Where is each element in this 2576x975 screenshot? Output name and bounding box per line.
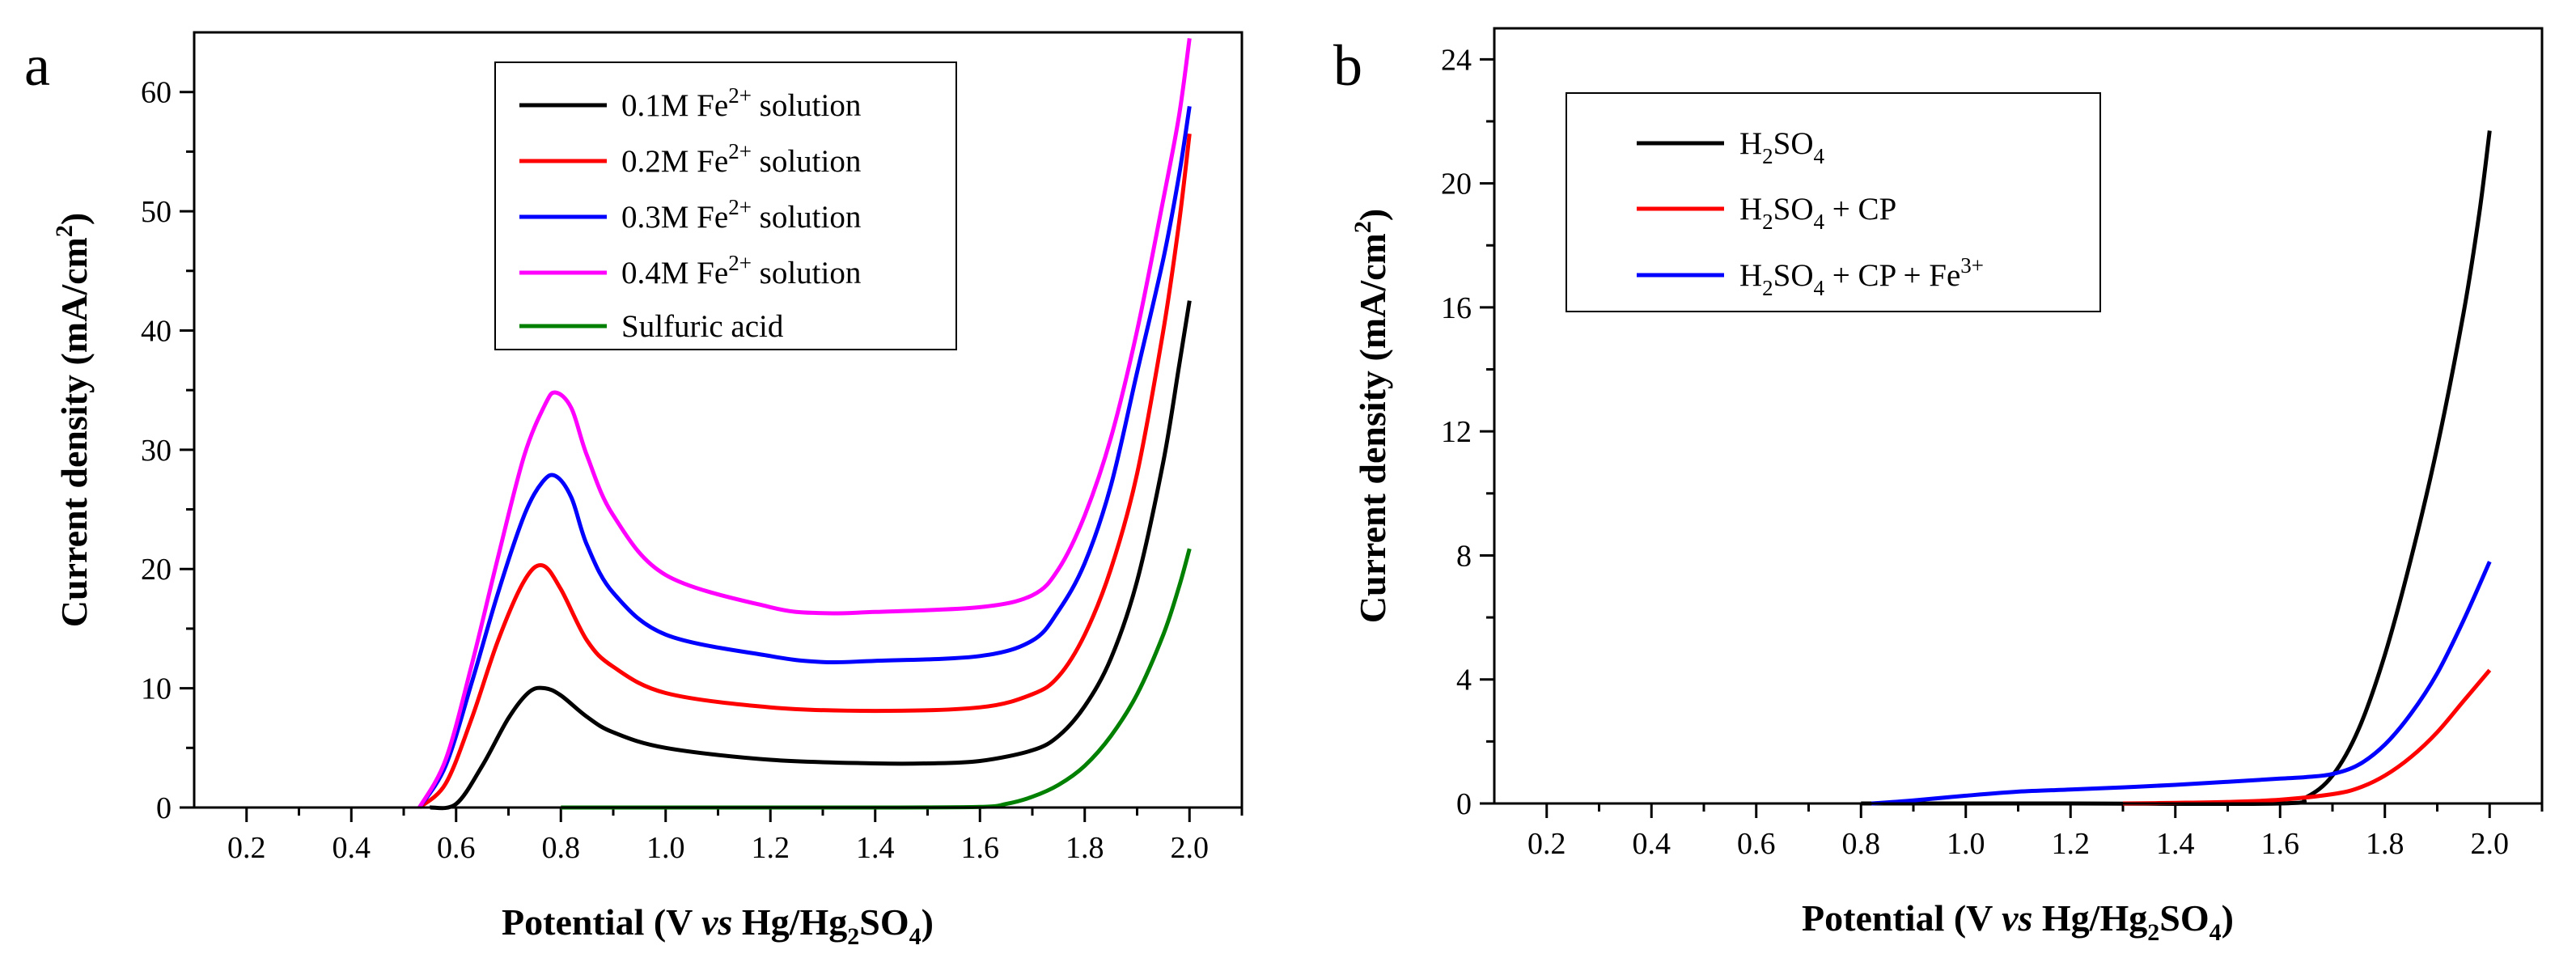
- chart-panel-b: b 0.2 0.4 0.6 0.8 1.0 1.2 1.4 1.6 1.8 2.0 0 4 8 12 16…: [1333, 27, 2544, 946]
- chart-panel-a: a 0.2 0.4 0.6 0.8 1.0 1.2 1.4 1.6 1.8 2.0 0 10 20 30…: [24, 31, 1244, 950]
- svg-text:H2SO4 + CP: H2SO4 + CP: [1739, 192, 1896, 234]
- y-tick-label: 0: [1456, 787, 1472, 821]
- y-ticks-b: 0 4 8 12 16 20 24: [1441, 43, 1494, 821]
- y-tick-label: 4: [1456, 663, 1472, 697]
- y-axis-title-a: Current density (mA/cm2): [51, 213, 95, 627]
- x-tick-label: 0.6: [437, 831, 476, 865]
- legend-b: H2SO4 H2SO4 + CP H2SO4 + CP + Fe3+: [1566, 92, 2101, 312]
- x-tick-label: 1.0: [1947, 827, 1985, 861]
- y-tick-label: 20: [141, 553, 172, 587]
- y-tick-label: 0: [156, 791, 172, 825]
- x-tick-label: 0.2: [227, 831, 266, 865]
- y-tick-label: 60: [141, 76, 172, 110]
- svg-text:0.1M Fe2+ solution: 0.1M Fe2+ solution: [621, 83, 861, 123]
- series-line: [430, 300, 1192, 811]
- y-ticks-a: 0 10 20 30 40 50 60: [141, 76, 194, 825]
- x-tick-label: 1.6: [2261, 827, 2300, 861]
- x-tick-label: 1.4: [856, 831, 895, 865]
- y-tick-label: 16: [1441, 291, 1472, 325]
- x-tick-label: 1.0: [646, 831, 685, 865]
- legend-entry: Sulfuric acid: [519, 309, 784, 344]
- plot-frame-a: [193, 31, 1244, 809]
- legend-entry: 0.4M Fe2+ solution: [519, 251, 861, 290]
- x-tick-label: 0.8: [542, 831, 581, 865]
- panel-label-a: a: [24, 33, 50, 98]
- x-tick-label: 0.2: [1527, 827, 1566, 861]
- x-axis-title-b: Potential (V vs Hg/Hg2SO4): [1802, 897, 2234, 946]
- svg-text:Sulfuric acid: Sulfuric acid: [621, 309, 784, 344]
- series-line: [417, 106, 1192, 809]
- x-tick-label: 1.8: [1066, 831, 1104, 865]
- plot-frame-b: [1493, 27, 2544, 805]
- x-tick-label: 1.4: [2156, 827, 2195, 861]
- legend-entry: 0.2M Fe2+ solution: [519, 139, 861, 179]
- svg-text:H2SO4 + CP + Fe3+: H2SO4 + CP + Fe3+: [1739, 253, 1984, 300]
- x-axis-title-a: Potential (V vs Hg/Hg2SO4): [502, 901, 934, 950]
- svg-text:0.4M Fe2+ solution: 0.4M Fe2+ solution: [621, 251, 861, 290]
- x-tick-label: 0.6: [1737, 827, 1776, 861]
- y-tick-label: 40: [141, 314, 172, 348]
- series-line: [561, 548, 1192, 810]
- x-tick-label: 1.2: [2052, 827, 2091, 861]
- series-line: [1871, 561, 2492, 806]
- x-tick-label: 0.4: [333, 831, 371, 865]
- y-tick-label: 8: [1456, 539, 1472, 573]
- legend-entry: H2SO4: [1637, 126, 1825, 168]
- y-axis-title-b: Current density (mA/cm2): [1349, 209, 1393, 623]
- x-tick-label: 1.8: [2366, 827, 2404, 861]
- x-tick-label: 0.4: [1633, 827, 1671, 861]
- legend-a: 0.1M Fe2+ solution 0.2M Fe2+ solution 0.…: [494, 61, 957, 350]
- legend-entry: 0.1M Fe2+ solution: [519, 83, 861, 123]
- panel-label-b: b: [1333, 33, 1362, 98]
- x-tick-label: 0.8: [1842, 827, 1881, 861]
- legend-entry: H2SO4 + CP + Fe3+: [1637, 253, 1984, 300]
- series-line: [417, 38, 1192, 809]
- svg-text:0.2M Fe2+ solution: 0.2M Fe2+ solution: [621, 139, 861, 179]
- x-ticks-b: 0.2 0.4 0.6 0.8 1.0 1.2 1.4 1.6 1.8 2.0: [1527, 803, 2544, 861]
- x-tick-label: 1.6: [961, 831, 1000, 865]
- legend-entry: 0.3M Fe2+ solution: [519, 195, 861, 235]
- legend-entry: H2SO4 + CP: [1637, 192, 1896, 234]
- legend-box-a: [494, 61, 957, 350]
- y-tick-label: 20: [1441, 167, 1472, 201]
- svg-text:0.3M Fe2+ solution: 0.3M Fe2+ solution: [621, 195, 861, 235]
- y-tick-label: 12: [1441, 415, 1472, 449]
- x-ticks-a: 0.2 0.4 0.6 0.8 1.0 1.2 1.4 1.6 1.8 2.0: [227, 808, 1244, 865]
- series-line: [417, 134, 1192, 809]
- x-tick-label: 2.0: [1171, 831, 1210, 865]
- y-tick-label: 50: [141, 195, 172, 229]
- y-tick-label: 24: [1441, 43, 1472, 77]
- y-tick-label: 30: [141, 434, 172, 468]
- x-tick-label: 1.2: [752, 831, 790, 865]
- x-tick-label: 2.0: [2471, 827, 2510, 861]
- y-tick-label: 10: [141, 672, 172, 706]
- svg-text:H2SO4: H2SO4: [1739, 126, 1825, 168]
